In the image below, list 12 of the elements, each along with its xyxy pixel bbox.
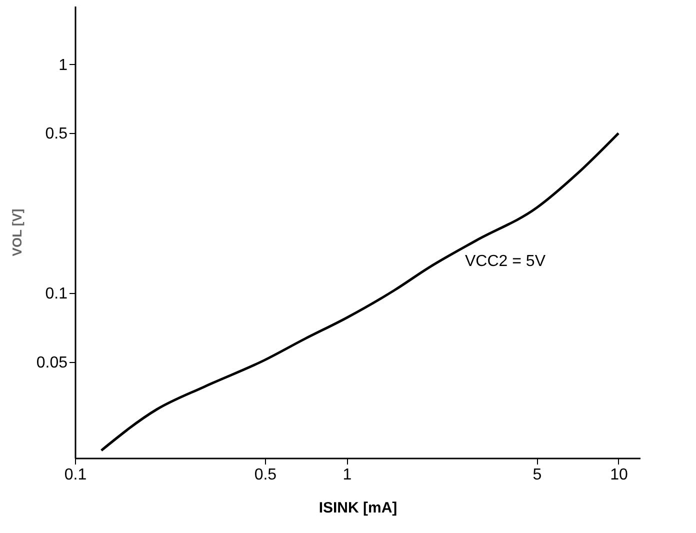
y-tick-label: 0.1 [45,286,68,303]
y-tick-label: 0.05 [36,354,68,372]
x-axis-title: ISINK [mA] [318,500,398,516]
x-tick-label: 0.1 [64,466,87,484]
y-tick-label: 1 [58,56,68,74]
x-tick-label: 0.5 [254,466,277,484]
y-tick-label: 0.5 [45,126,68,143]
annotation: VCC2 = 5V [465,253,546,270]
x-tick-label: 1 [342,466,352,484]
x-tick-label: 10 [610,466,628,484]
x-tick-label: 5 [532,466,542,484]
y-axis-title: VOL [V] [9,208,24,256]
